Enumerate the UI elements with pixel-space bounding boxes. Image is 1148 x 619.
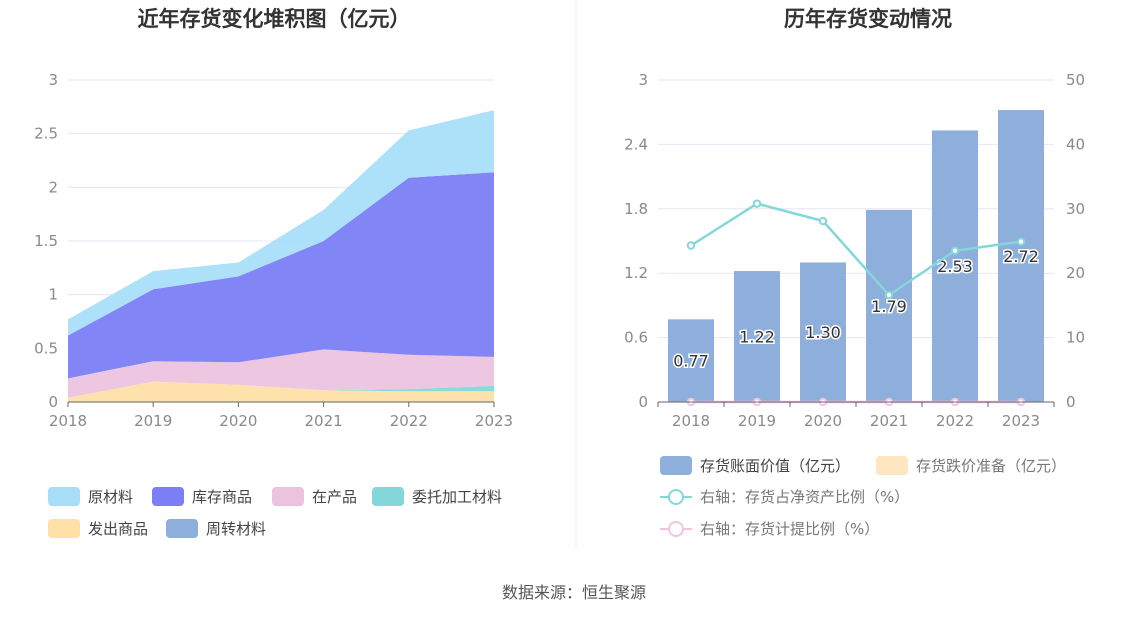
left-x-tick-label: 2021: [305, 412, 343, 430]
net-asset-ratio-legend-label[interactable]: 右轴：存货占净资产比例（%）: [700, 488, 909, 506]
legend-swatch-shipped[interactable]: [48, 519, 80, 538]
area-inventory_goods: [68, 172, 494, 379]
right-x-tick-label: 2022: [936, 412, 974, 430]
bar-data-label: 1.22: [739, 328, 775, 347]
right-y-tick-label: 2.4: [624, 135, 648, 153]
right-legend: 存货账面价值（亿元） 存货跌价准备（亿元） 右轴：存货占净资产比例（%） 右轴：存货计…: [660, 456, 1066, 538]
right-y2-tick-label: 30: [1066, 200, 1085, 218]
net-asset-ratio-point[interactable]: [884, 290, 894, 300]
right-y2-tick-label: 10: [1066, 329, 1085, 347]
right-x-tick-label: 2021: [870, 412, 908, 430]
bar-data-label: 2.72: [1003, 247, 1039, 266]
legend-swatch-turnover[interactable]: [166, 519, 198, 538]
legend-label-shipped[interactable]: 发出商品: [88, 520, 148, 538]
right-x-tick-label: 2023: [1002, 412, 1040, 430]
net-asset-ratio-point[interactable]: [950, 246, 960, 255]
area-consigned: [68, 381, 494, 398]
left-y-tick-label: 1.5: [34, 232, 58, 250]
provision-ratio-legend-marker[interactable]: [668, 521, 684, 537]
left-y-tick-label: 0.5: [34, 339, 58, 357]
left-y-tick-label: 2: [48, 178, 58, 196]
net-asset-ratio-line: [690, 202, 1022, 297]
legend-label-consigned[interactable]: 委托加工材料: [412, 488, 502, 506]
area-raw_material: [68, 110, 494, 336]
left-axes: 0 0.5 1 1.5 2 2.5 3 2018 2019 2020 2021 2022 2023: [34, 71, 513, 430]
bar-data-label: 0.77: [673, 352, 709, 371]
legend-swatch-bar-value[interactable]: [660, 456, 692, 475]
net-asset-ratio-point[interactable]: [818, 216, 828, 226]
left-x-tick-label: 2020: [219, 412, 257, 430]
legend-swatch-inventory_goods[interactable]: [152, 487, 184, 506]
left-y-tick-label: 3: [48, 71, 58, 89]
right-y2-tick-label: 40: [1066, 135, 1085, 153]
area-wip: [68, 349, 494, 398]
right-y-tick-label: 0.6: [624, 329, 648, 347]
net-asset-ratio-point[interactable]: [752, 199, 762, 208]
legend-label-raw_material[interactable]: 原材料: [88, 488, 133, 506]
left-y-tick-label: 1: [48, 286, 58, 304]
right-x-tick-label: 2018: [672, 412, 710, 430]
bar-line-chart: 历年存货变动情况 0.77 1.22 1.30 1.79 2.53 2.72 0 0.6 1.…: [624, 7, 1085, 538]
right-y2-tick-label: 20: [1066, 264, 1085, 282]
legend-label-bar-value[interactable]: 存货账面价值（亿元）: [700, 457, 850, 475]
right-y2-tick-label: 50: [1066, 71, 1085, 89]
legend-swatch-consigned[interactable]: [372, 487, 404, 506]
provision-ratio-legend-label[interactable]: 右轴：存货计提比例（%）: [700, 520, 879, 538]
left-y-tick-label: 2.5: [34, 125, 58, 143]
right-grid: [658, 79, 1054, 339]
bar-data-label: 2.53: [937, 257, 973, 276]
left-x-tick-label: 2018: [49, 412, 87, 430]
bar-inventory-value[interactable]: [866, 209, 912, 402]
bar-inventory-value[interactable]: [932, 130, 978, 403]
legend-label-wip[interactable]: 在产品: [312, 488, 357, 506]
left-y-tick-label: 0: [48, 393, 58, 411]
right-bars: 0.77 1.22 1.30 1.79 2.53 2.72: [668, 110, 1044, 403]
bar-data-label: 1.30: [805, 323, 841, 342]
area-shipped: [68, 381, 494, 402]
net-asset-ratio-point[interactable]: [1016, 237, 1026, 246]
right-x-tick-label: 2019: [738, 412, 776, 430]
right-x-tick-label: 2020: [804, 412, 842, 430]
legend-label-inventory_goods[interactable]: 库存商品: [192, 488, 252, 506]
right-chart-title: 历年存货变动情况: [784, 7, 952, 31]
right-y-tick-label: 1.8: [624, 200, 648, 218]
bar-inventory-value[interactable]: [734, 271, 780, 402]
right-y-tick-label: 3: [638, 71, 648, 89]
left-x-tick-label: 2022: [390, 412, 428, 430]
net-asset-ratio-point[interactable]: [686, 241, 696, 250]
bar-inventory-value[interactable]: [668, 319, 714, 402]
legend-swatch-provision[interactable]: [876, 456, 908, 475]
right-y-tick-label: 1.2: [624, 264, 648, 282]
right-y-tick-label: 0: [638, 393, 648, 411]
left-x-tick-label: 2019: [134, 412, 172, 430]
stacked-area-chart: 近年存货变化堆积图（亿元） 0 0.5 1 1.5 2 2.5 3 2018 2019 2020 2…: [34, 7, 513, 538]
legend-label-provision[interactable]: 存货跌价准备（亿元）: [916, 457, 1066, 475]
left-chart-title: 近年存货变化堆积图（亿元）: [138, 7, 411, 31]
left-areas: [68, 110, 494, 402]
bar-inventory-value[interactable]: [800, 262, 846, 402]
legend-swatch-wip[interactable]: [272, 487, 304, 506]
right-y2-tick-label: 0: [1066, 393, 1076, 411]
net-asset-ratio-legend-marker[interactable]: [668, 489, 684, 505]
left-x-tick-label: 2023: [475, 412, 513, 430]
bar-data-label: 1.79: [871, 297, 907, 316]
data-source-text: 数据来源：恒生聚源: [502, 583, 646, 602]
bar-inventory-value[interactable]: [998, 110, 1044, 402]
legend-label-turnover[interactable]: 周转材料: [206, 520, 266, 538]
legend-swatch-raw_material[interactable]: [48, 487, 80, 506]
